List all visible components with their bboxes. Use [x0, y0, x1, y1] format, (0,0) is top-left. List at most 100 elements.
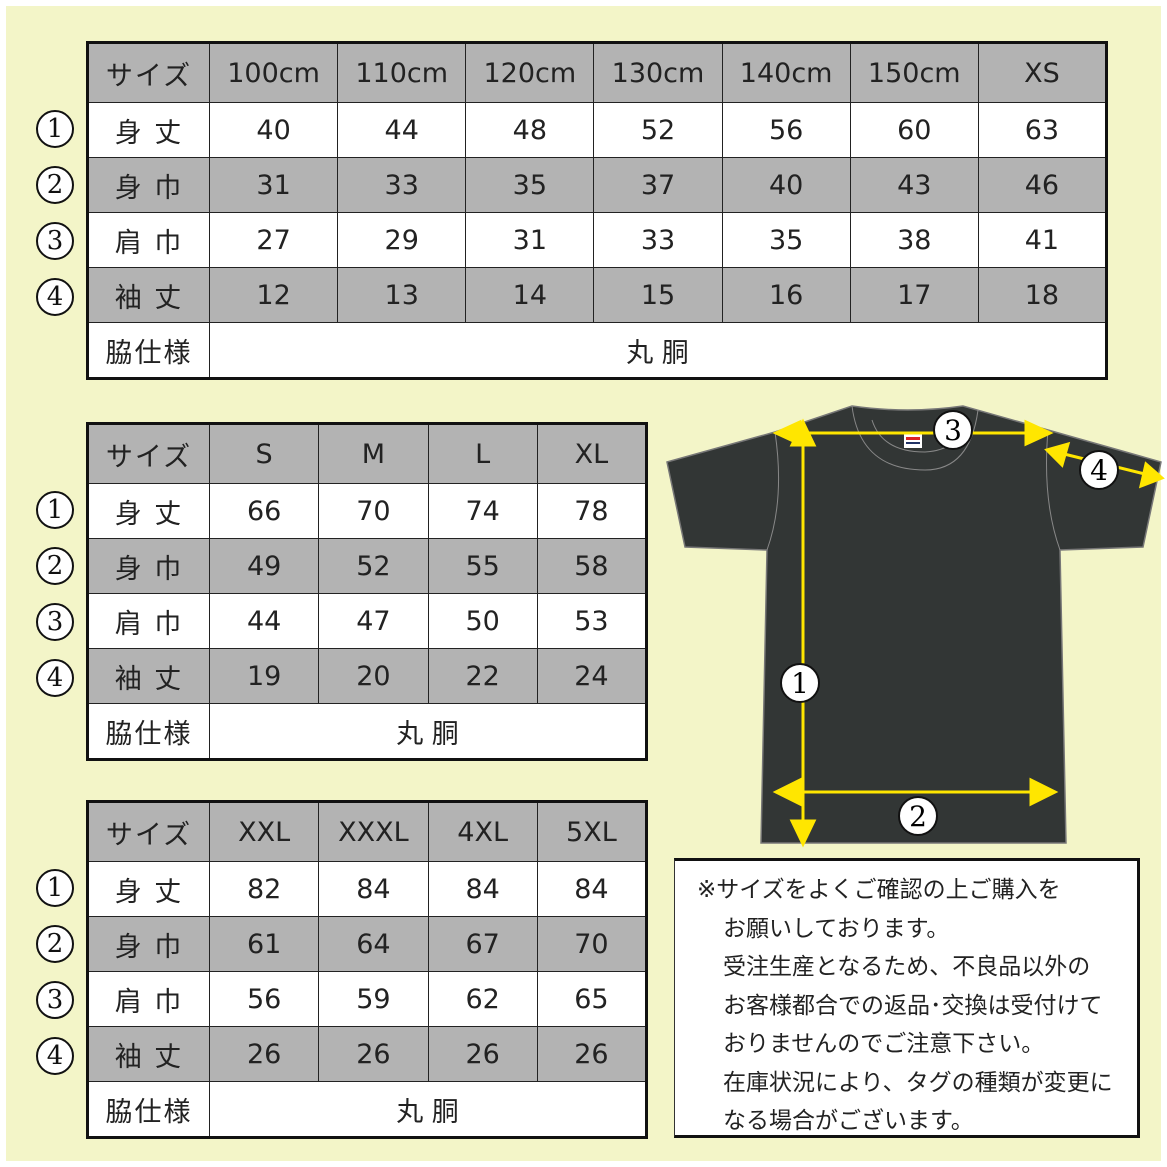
- measurement-value: 48: [465, 102, 595, 158]
- measurement-value: 82: [208, 861, 320, 917]
- row-number-badge: 3: [36, 981, 74, 1019]
- measurement-value: 63: [977, 102, 1108, 158]
- row-number-badge: 3: [36, 603, 74, 641]
- measurement-value: 27: [208, 212, 339, 268]
- row-number-badge: 1: [36, 491, 74, 529]
- measurement-value: 52: [318, 538, 429, 594]
- measurement-value: 64: [318, 916, 429, 972]
- size-column-header: XL: [536, 423, 648, 484]
- table-row: 身 丈 82 84 84 84: [87, 861, 648, 917]
- measurement-value: 37: [593, 157, 723, 213]
- measurement-value: 70: [536, 916, 648, 972]
- size-column-header: XS: [977, 42, 1108, 103]
- size-column-header: 5XL: [536, 801, 648, 862]
- size-column-header: 140cm: [721, 42, 851, 103]
- measurement-value: 50: [427, 593, 538, 649]
- measurement-value: 60: [849, 102, 979, 158]
- side-spec-value: 丸 胴: [209, 1081, 647, 1138]
- side-spec-label: 脇仕様: [87, 1081, 210, 1138]
- tshirt-tag-icon: [904, 434, 922, 448]
- measurement-value: 44: [208, 593, 320, 649]
- size-column-header: L: [427, 423, 538, 484]
- measurement-value: 22: [427, 648, 538, 704]
- measurement-label: 肩 巾: [87, 212, 210, 268]
- measurement-value: 41: [977, 212, 1108, 268]
- table-row: 袖 丈 12 13 14 15 16 17 18: [87, 267, 1108, 323]
- side-spec-value: 丸 胴: [209, 322, 1107, 379]
- header-row: サイズ XXL XXXL 4XL 5XL: [87, 801, 648, 862]
- label-circle-3: [933, 410, 973, 450]
- side-spec-value: 丸 胴: [209, 703, 647, 760]
- measurement-value: 67: [427, 916, 538, 972]
- measurement-label: 身 巾: [87, 538, 210, 594]
- measurement-value: 84: [536, 861, 648, 917]
- size-column-header: M: [318, 423, 429, 484]
- diagram-label-1: 1: [791, 667, 809, 700]
- notice-box: ※サイズをよくご確認の上ご購入を お願いしております。 受注生産となるため、不良…: [674, 858, 1140, 1138]
- table-row: 身 丈 66 70 74 78: [87, 483, 648, 539]
- size-column-header: 150cm: [849, 42, 979, 103]
- measurement-value: 40: [721, 157, 851, 213]
- measurement-value: 19: [208, 648, 320, 704]
- table-row: 肩 巾 44 47 50 53: [87, 593, 648, 649]
- size-table-3: サイズ XXL XXXL 4XL 5XL 身 丈 82 84 84 84 身 巾 61 64 67 70 肩 …: [86, 800, 648, 1139]
- label-circle-2: [898, 796, 938, 836]
- measurement-label: 肩 巾: [87, 593, 210, 649]
- measurement-value: 26: [536, 1026, 648, 1082]
- measurement-value: 18: [977, 267, 1108, 323]
- tshirt-diagram: 3 1 2 4: [666, 405, 1165, 848]
- notice-line: お客様都合での返品･交換は受付けて: [723, 992, 1103, 1019]
- notice-line: ※サイズをよくご確認の上ご購入を: [697, 877, 1061, 903]
- measurement-value: 55: [427, 538, 538, 594]
- measurement-value: 13: [337, 267, 467, 323]
- measurement-value: 35: [465, 157, 595, 213]
- header-row: サイズ 100cm 110cm 120cm 130cm 140cm 150cm XS: [87, 42, 1108, 103]
- measurement-label: 身 丈: [87, 861, 210, 917]
- size-header-label: サイズ: [87, 42, 210, 103]
- measurement-value: 44: [337, 102, 467, 158]
- measurement-label: 身 丈: [87, 483, 210, 539]
- row-number-badge: 4: [36, 659, 74, 697]
- tshirt-armhole-right: [1046, 429, 1061, 551]
- measurement-value: 84: [318, 861, 429, 917]
- size-column-header: XXXL: [318, 801, 429, 862]
- measurement-value: 78: [536, 483, 648, 539]
- measurement-value: 40: [208, 102, 339, 158]
- side-spec-label: 脇仕様: [87, 703, 210, 760]
- size-table-2: サイズ S M L XL 身 丈 66 70 74 78 身 巾 49 52 55 58 肩 巾 44 47 50 5…: [86, 422, 648, 761]
- row-number-badge: 3: [36, 222, 74, 260]
- diagram-label-4: 4: [1090, 454, 1108, 487]
- header-row: サイズ S M L XL: [87, 423, 648, 484]
- measurement-value: 65: [536, 971, 648, 1027]
- row-number-badge: 2: [36, 547, 74, 585]
- measurement-label: 肩 巾: [87, 971, 210, 1027]
- measurement-label: 身 丈: [87, 102, 210, 158]
- row-number-badge: 1: [36, 110, 74, 148]
- measurement-value: 14: [465, 267, 595, 323]
- measurement-value: 24: [536, 648, 648, 704]
- measurement-value: 31: [208, 157, 339, 213]
- size-table-1: サイズ 100cm 110cm 120cm 130cm 140cm 150cm XS 身 丈 40…: [86, 41, 1108, 380]
- size-column-header: 110cm: [337, 42, 467, 103]
- measurement-value: 16: [721, 267, 851, 323]
- table-row: 肩 巾 27 29 31 33 35 38 41: [87, 212, 1108, 268]
- table-row: 身 巾 31 33 35 37 40 43 46: [87, 157, 1108, 213]
- measurement-value: 61: [208, 916, 320, 972]
- measurement-value: 31: [465, 212, 595, 268]
- measurement-value: 26: [208, 1026, 320, 1082]
- size-column-header: XXL: [208, 801, 320, 862]
- row-number-badge: 2: [36, 925, 74, 963]
- measurement-value: 56: [721, 102, 851, 158]
- measurement-value: 38: [849, 212, 979, 268]
- table-row: 袖 丈 19 20 22 24: [87, 648, 648, 704]
- measurement-value: 53: [536, 593, 648, 649]
- table-row: 身 巾 61 64 67 70: [87, 916, 648, 972]
- measurement-value: 59: [318, 971, 429, 1027]
- side-spec-label: 脇仕様: [87, 322, 210, 379]
- measurement-value: 74: [427, 483, 538, 539]
- row-number-badge: 4: [36, 1037, 74, 1075]
- size-header-label: サイズ: [87, 423, 210, 484]
- measurement-value: 33: [337, 157, 467, 213]
- side-spec-row: 脇仕様丸 胴: [87, 322, 1107, 379]
- measurement-value: 66: [208, 483, 320, 539]
